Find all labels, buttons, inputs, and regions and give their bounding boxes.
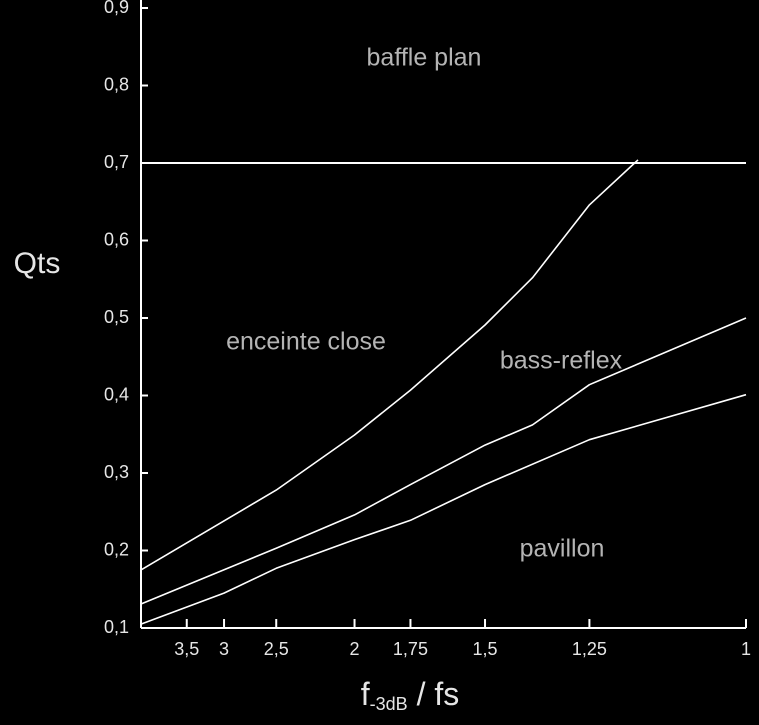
region-label: pavillon [520,535,605,563]
x-label-sub: -3dB [370,694,408,714]
x-tick-label: 1,25 [572,639,607,659]
x-tick-label: 1,75 [393,639,428,659]
region-label: enceinte close [226,328,386,356]
curve [140,393,747,625]
x-tick-label: 3 [219,639,229,659]
y-tick-label: 0,6 [104,229,129,249]
x-tick-label: 2,5 [264,639,289,659]
x-label-rest: / fs [408,676,460,712]
y-tick-label: 0,4 [104,384,129,404]
curve [140,317,747,605]
region-label: bass-reflex [500,347,623,375]
x-tick-label: 3,5 [174,639,199,659]
y-tick-label: 0,8 [104,74,129,94]
y-tick-label: 0,5 [104,307,129,327]
curve [140,159,639,571]
x-tick-label: 2 [350,639,360,659]
x-label-main: f [361,676,370,712]
y-tick-label: 0,1 [104,617,129,637]
y-tick-label: 0,3 [104,462,129,482]
x-tick-label: 1 [741,639,751,659]
y-tick-label: 0,9 [104,0,129,17]
x-tick-label: 1,5 [473,639,498,659]
x-axis-label: f-3dB / fs [361,676,459,713]
y-tick-label: 0,2 [104,539,129,559]
region-label: baffle plan [367,44,482,72]
y-tick-label: 0,7 [104,152,129,172]
y-axis-label: Qts [14,247,61,280]
